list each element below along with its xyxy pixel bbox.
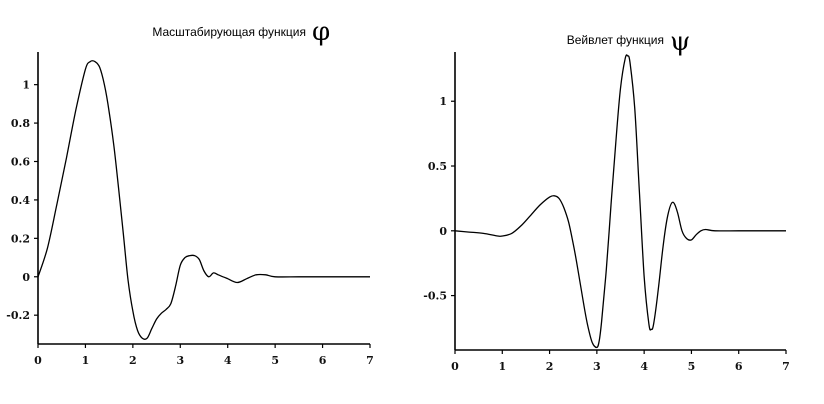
x-tick-label: 3 [176,354,184,367]
x-tick-label: 4 [640,360,648,373]
x-tick-label: 0 [34,354,42,367]
y-tick-label: 1 [439,95,447,108]
x-tick-label: 0 [451,360,459,373]
x-tick-label: 7 [782,360,790,373]
x-tick-label: 6 [319,354,327,367]
series-line [37,60,370,340]
y-tick-label: -0.5 [423,290,447,303]
y-tick-label: 0.5 [428,160,447,173]
y-tick-label: 0.2 [11,232,30,245]
y-tick-label: 0 [22,271,30,284]
x-tick-label: 7 [366,354,374,367]
x-tick-label: 3 [593,360,601,373]
wavelet-function-chart: Вейвлет функция ψ 0 1 2 3 4 5 6 7 -0.5 0 0.5 1 [423,27,790,373]
x-tick-label: 4 [224,354,232,367]
x-tick-label: 2 [129,354,137,367]
y-tick-label: 0.6 [11,156,30,169]
x-tick-label: 5 [688,360,696,373]
y-tick-label: 0 [439,225,447,238]
y-tick-label: 0.4 [11,194,30,207]
chart-title-symbol: ψ [670,27,690,57]
chart-title: Масштабирующая функция [152,25,306,39]
chart-title: Вейвлет функция [567,33,664,47]
x-tick-label: 1 [498,360,506,373]
x-tick-label: 6 [735,360,743,373]
x-tick-label: 2 [546,360,554,373]
series-line [454,54,786,349]
x-tick-label: 5 [271,354,279,367]
y-tick-label: 0.8 [11,117,30,130]
scaling-function-chart: Масштабирующая функция φ 0 1 2 3 4 5 6 7 -0.2 0 0.… [6,17,374,367]
chart-title-symbol: φ [312,17,330,47]
x-tick-label: 1 [82,354,90,367]
y-tick-label: -0.2 [6,309,30,322]
y-tick-label: 1 [22,79,30,92]
